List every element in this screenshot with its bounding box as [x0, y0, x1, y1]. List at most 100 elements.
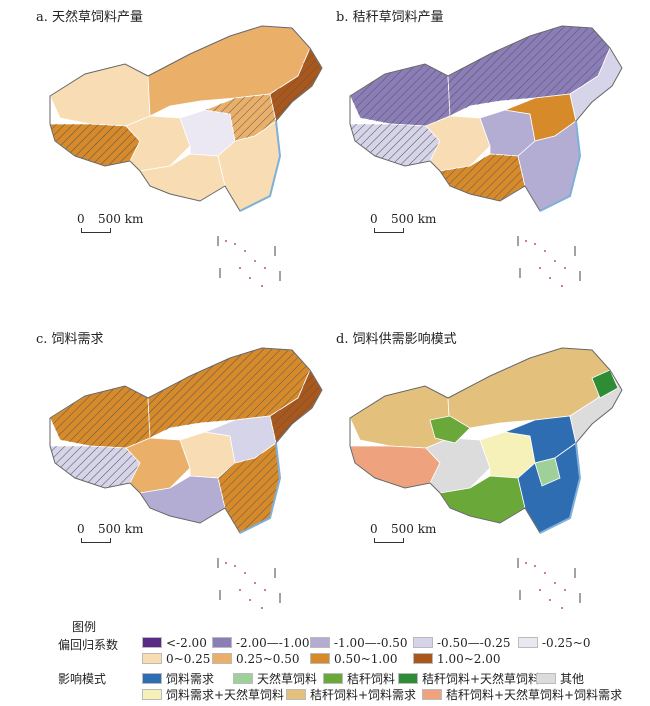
legend-item-label: 秸秆饲料+饲料需求 [310, 688, 417, 702]
legend-swatch [212, 653, 232, 664]
scale-zero: 0 [370, 212, 378, 226]
region-tibet-hatch [50, 124, 140, 166]
scale-zero: 0 [370, 522, 378, 536]
region-northwest [49, 63, 151, 127]
legend-item: 饲料需求 [142, 670, 214, 687]
south-sea-islands [525, 562, 566, 609]
legend-item: -0.25~0 [518, 636, 590, 650]
legend-swatch [536, 673, 556, 684]
scale-label: 500 km [391, 212, 437, 226]
legend-swatch [212, 637, 232, 648]
map-panel-d: d. 饲料供需影响模式 0 500 km [330, 328, 630, 628]
south-sea-dashes [517, 558, 581, 603]
china-map-d [349, 347, 623, 609]
legend-item-label: -0.25~0 [542, 636, 591, 650]
legend-coef-row-2: 0~0.25 0.25~0.50 0.50~1.00 1.00~2.00 [58, 652, 648, 668]
legend-swatch [142, 653, 162, 664]
map-panel-b: b. 秸秆草饲料产量 0 500 km [330, 6, 630, 306]
legend-item-label: 1.00~2.00 [437, 652, 501, 666]
legend-item: 秸秆饲料+天然草饲料 [398, 670, 540, 687]
scale-label: 500 km [98, 212, 144, 226]
legend-item: 1.00~2.00 [413, 652, 501, 666]
legend-item-label: 其他 [560, 672, 585, 686]
region-tibet [349, 445, 441, 489]
panel-title: c. 饲料需求 [36, 332, 104, 347]
legend-swatch [413, 653, 433, 664]
legend-item-label: 秸秆饲料 [347, 672, 396, 686]
region-north-hatch-overlay [205, 94, 276, 141]
legend-item: 秸秆饲料 [323, 670, 395, 687]
region-northeast-green [591, 369, 619, 399]
region-south-west-hatch [440, 154, 525, 201]
legend-item-label: -2.00—-1.00 [236, 636, 310, 650]
legend-item: <-2.00 [142, 636, 207, 650]
legend-item: 天然草饲料 [233, 670, 317, 687]
legend-item: 0.50~1.00 [310, 652, 398, 666]
region-northeast-hatch [270, 370, 322, 443]
scale-label: 500 km [98, 522, 144, 536]
legend-item: 其他 [536, 670, 584, 687]
coastline-blue [539, 120, 582, 212]
coastline-blue [539, 442, 582, 534]
region-inner-mongolia-hatch [148, 348, 310, 438]
legend-item-label: 0.25~0.50 [236, 652, 300, 666]
map-panel-a: a. 天然草饲料产量 0 500 km [30, 6, 330, 306]
legend-item: 0.25~0.50 [212, 652, 300, 666]
legend-swatch [142, 637, 162, 648]
region-northwest-hatch [350, 64, 450, 126]
legend-item-label: <-2.00 [166, 636, 207, 650]
legend-item-label: 饲料需求 [166, 672, 215, 686]
legend-swatch [286, 689, 306, 700]
legend-swatch [413, 637, 433, 648]
scale-bar [81, 538, 111, 543]
coastline-blue [239, 442, 282, 534]
legend-item: -1.00—-0.50 [310, 636, 408, 650]
legend-item: -2.00—-1.00 [212, 636, 310, 650]
china-map-c [49, 347, 323, 609]
china-map-a [49, 25, 323, 287]
legend-item: 0~0.25 [142, 652, 210, 666]
legend-item-label: 秸秆饲料+天然草饲料 [422, 672, 541, 686]
scale-label: 500 km [391, 522, 437, 536]
region-west-green [429, 415, 471, 444]
legend-mode-row-2: 饲料需求+天然草饲料 秸秆饲料+饲料需求 秸秆饲料+天然草饲料+饲料需求 [58, 686, 648, 702]
map-panel-c: c. 饲料需求 0 500 km [30, 328, 330, 628]
legend-item-label: 秸秆饲料+天然草饲料+饲料需求 [446, 688, 623, 702]
legend-item: 饲料需求+天然草饲料 [142, 686, 284, 703]
region-northwest-hatch [50, 386, 150, 448]
legend-swatch [422, 689, 442, 700]
legend-mode-label: 影响模式 [58, 672, 107, 686]
legend-swatch [310, 653, 330, 664]
legend-swatch [518, 637, 538, 648]
legend-swatch [233, 673, 253, 684]
region-tibet-hatch [50, 446, 140, 488]
legend-item-label: 0~0.25 [166, 652, 211, 666]
legend-item-label: 饲料需求+天然草饲料 [166, 688, 285, 702]
region-tibet-hatch [350, 124, 440, 166]
south-sea-islands [525, 240, 566, 287]
legend-item-label: 天然草饲料 [257, 672, 318, 686]
region-inner-mongolia-hatch [448, 26, 610, 116]
legend-coef-row-1: 偏回归系数 <-2.00 -2.00—-1.00 -1.00—-0.50 -0.… [58, 636, 648, 652]
panel-title: d. 饲料供需影响模式 [336, 332, 457, 347]
scale-bar [374, 228, 404, 233]
legend-title: 图例 [72, 620, 97, 634]
panel-title: b. 秸秆草饲料产量 [336, 10, 444, 25]
panel-title: a. 天然草饲料产量 [36, 10, 144, 25]
legend-item: 秸秆饲料+饲料需求 [286, 686, 416, 703]
legend-item-label: -0.50—-0.25 [437, 636, 511, 650]
scale-bar [81, 228, 111, 233]
legend-swatch [142, 673, 162, 684]
scale-zero: 0 [77, 212, 85, 226]
region-northwest [349, 385, 451, 449]
region-south-east-hatch [218, 443, 280, 533]
legend-item-label: -1.00—-0.50 [334, 636, 408, 650]
south-sea-dashes [217, 236, 281, 281]
coastline-blue [239, 120, 282, 212]
legend-swatch [323, 673, 343, 684]
legend-swatch [142, 689, 162, 700]
legend-swatch [310, 637, 330, 648]
south-sea-dashes [517, 236, 581, 281]
legend-mode-row-1: 影响模式 饲料需求 天然草饲料 秸秆饲料 秸秆饲料+天然草饲料 其他 [58, 670, 648, 686]
legend-coef-label: 偏回归系数 [58, 638, 119, 652]
